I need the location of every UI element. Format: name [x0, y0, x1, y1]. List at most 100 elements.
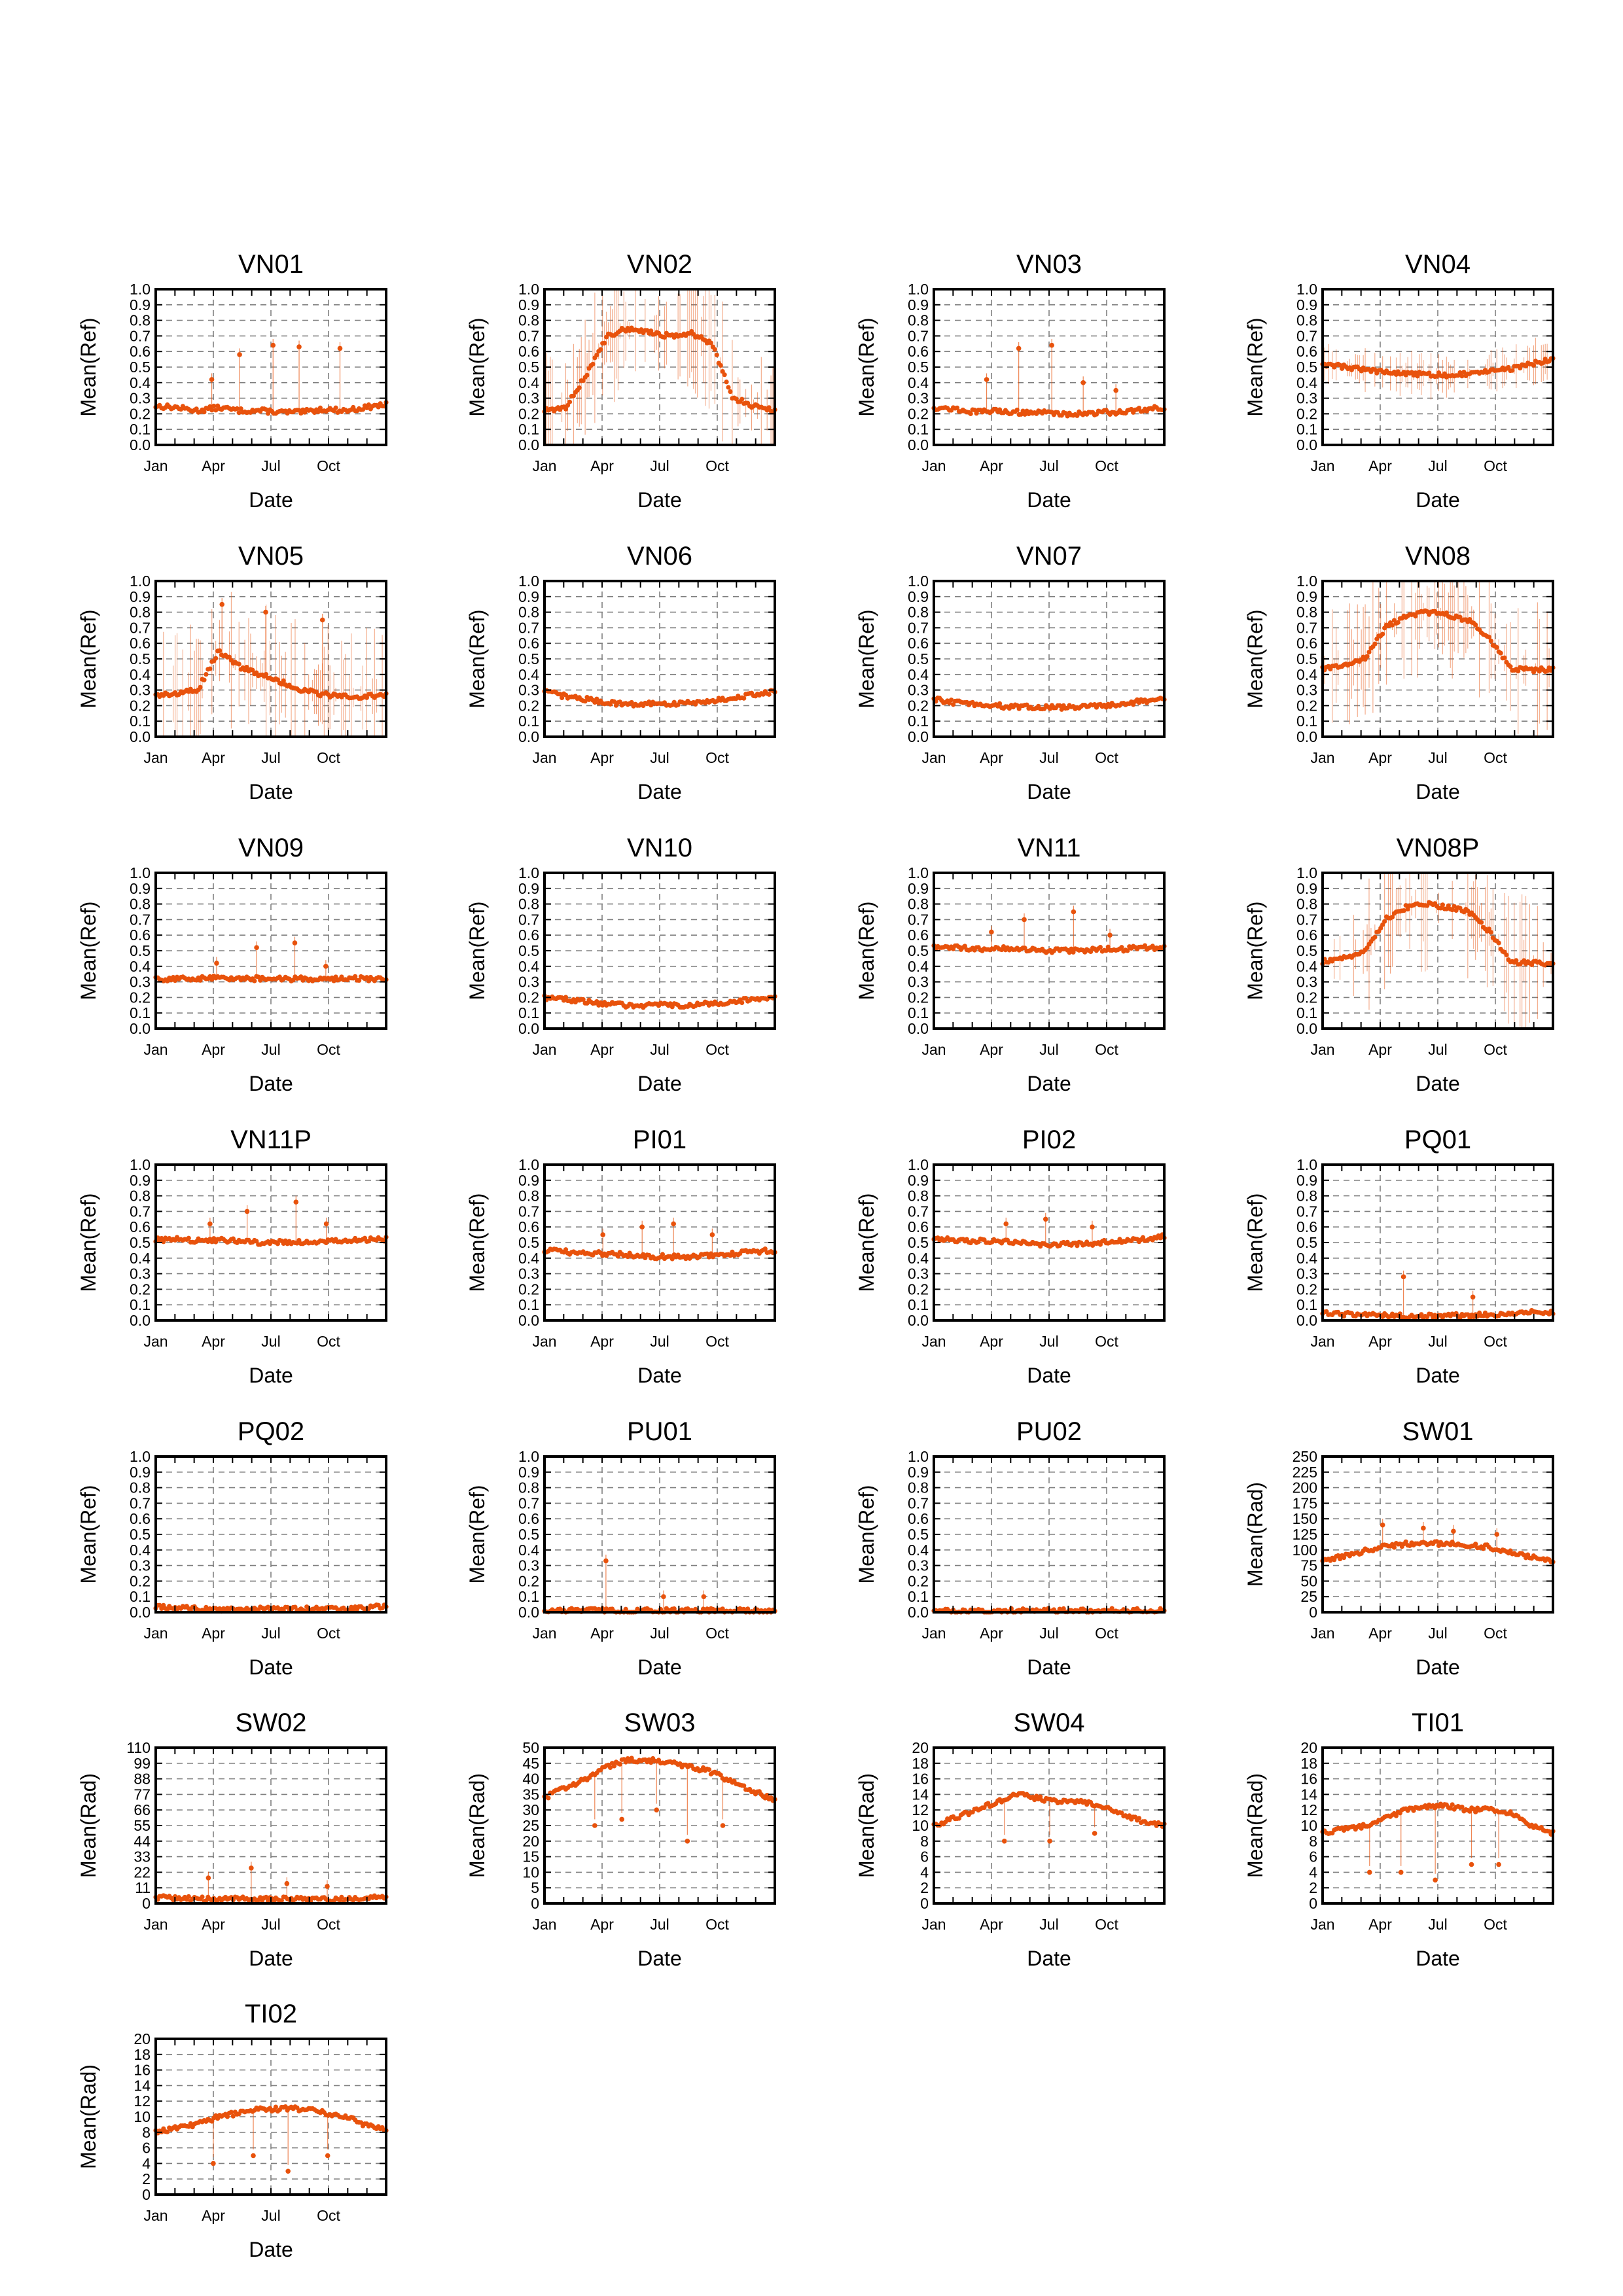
x-tick-label: Jul — [1428, 457, 1447, 474]
y-tick-label: 250 — [1293, 1448, 1317, 1465]
y-tick-label: 0.5 — [130, 650, 151, 667]
subplot-pu02: 0.00.10.20.30.40.50.60.70.80.91.0 Jan Apr J… — [855, 1417, 1167, 1679]
x-tick-label: Oct — [705, 1041, 729, 1058]
outlier-point — [323, 1221, 329, 1227]
subplot-title: VN09 — [238, 834, 304, 862]
data-point — [1382, 919, 1387, 924]
data-point — [1366, 649, 1372, 655]
data-point — [204, 1604, 209, 1610]
y-tick-label: 0.4 — [130, 374, 151, 391]
y-tick-label: 0.1 — [518, 1296, 539, 1313]
data-point — [1473, 622, 1478, 627]
data-point — [1088, 949, 1094, 955]
x-tick-label: Jan — [921, 1041, 946, 1058]
y-axis-label: Mean(Ref) — [77, 609, 100, 708]
data-point — [1504, 952, 1509, 958]
subplot-vn10: 0.00.10.20.30.40.50.60.70.80.91.0 Jan Apr J… — [465, 834, 777, 1095]
y-tick-label: 0.5 — [908, 942, 929, 959]
outlier-point — [984, 377, 990, 382]
outlier-point — [1003, 1221, 1009, 1227]
y-tick-label: 0.8 — [130, 312, 151, 329]
y-tick-label: 0.7 — [130, 1203, 151, 1220]
y-tick-label: 0.1 — [1296, 713, 1317, 730]
x-axis-label: Date — [1416, 1655, 1460, 1679]
series-vn07 — [931, 695, 1167, 712]
x-tick-label: Jan — [143, 457, 168, 474]
data-point — [1541, 360, 1546, 365]
outlier-point — [701, 1594, 707, 1599]
data-point — [1097, 944, 1103, 950]
y-tick-label: 0.5 — [908, 359, 929, 376]
series-vn11 — [931, 905, 1167, 955]
y-tick-label: 40 — [522, 1771, 539, 1788]
data-point — [1339, 366, 1345, 371]
y-tick-label: 0.5 — [518, 1526, 539, 1543]
data-point — [949, 698, 954, 703]
outlier-point — [270, 342, 276, 348]
data-point — [1075, 413, 1080, 418]
y-tick-label: 0.2 — [1296, 989, 1317, 1006]
y-tick-label: 0.9 — [518, 1172, 539, 1189]
x-tick-label: Jul — [261, 1333, 280, 1350]
y-tick-label: 75 — [1300, 1557, 1317, 1574]
data-point — [954, 405, 960, 410]
y-tick-label: 0.0 — [908, 1604, 929, 1621]
data-point — [279, 682, 284, 687]
data-point — [1465, 908, 1471, 913]
outlier-point — [1043, 1216, 1048, 1222]
outlier-point — [296, 344, 302, 349]
outlier-point — [661, 1594, 666, 1599]
outlier-point — [639, 1224, 645, 1229]
x-tick-label: Jul — [261, 1625, 280, 1642]
y-tick-label: 88 — [134, 1771, 151, 1788]
y-tick-label: 0.8 — [908, 312, 929, 329]
y-tick-label: 1.0 — [130, 281, 151, 298]
data-point — [629, 699, 634, 705]
subplot-title: VN04 — [1405, 250, 1471, 279]
y-tick-label: 0.1 — [518, 1588, 539, 1605]
data-point — [1103, 948, 1109, 953]
x-axis-label: Date — [1027, 1072, 1071, 1095]
y-tick-label: 1.0 — [518, 864, 539, 881]
y-tick-label: 0.0 — [518, 1020, 539, 1037]
data-point — [356, 978, 362, 983]
y-tick-label: 0.3 — [518, 682, 539, 699]
outlier-point — [1016, 345, 1022, 351]
subplot-vn07: 0.00.10.20.30.40.50.60.70.80.91.0 Jan Apr J… — [855, 542, 1167, 804]
data-point — [252, 978, 257, 983]
y-tick-label: 0.6 — [130, 927, 151, 944]
y-tick-label: 0.6 — [908, 635, 929, 652]
data-point — [577, 385, 582, 391]
y-tick-label: 16 — [912, 1771, 929, 1788]
data-point — [584, 372, 590, 378]
outlier-point — [1380, 1522, 1385, 1528]
data-point — [970, 699, 975, 705]
data-point — [1127, 1813, 1132, 1818]
y-tick-label: 0.2 — [130, 989, 151, 1006]
data-point — [590, 361, 596, 367]
y-tick-label: 0.5 — [1296, 359, 1317, 376]
outlier-point — [1071, 909, 1077, 915]
y-tick-label: 0.0 — [1296, 728, 1317, 745]
x-tick-label: Jul — [1428, 1333, 1447, 1350]
subplot-vn11p: 0.00.10.20.30.40.50.60.70.80.91.0 Jan Apr J… — [77, 1125, 389, 1387]
outlier-point — [1090, 1224, 1095, 1229]
x-tick-label: Jan — [143, 749, 168, 766]
outlier-point — [1080, 380, 1086, 385]
data-point — [198, 978, 203, 983]
data-point — [1032, 1797, 1037, 1803]
y-tick-label: 0.1 — [518, 421, 539, 438]
y-tick-label: 10 — [522, 1863, 539, 1881]
data-point — [298, 974, 304, 980]
y-tick-label: 0.7 — [908, 327, 929, 344]
outlier-point — [603, 1558, 609, 1564]
subplot-title: SW03 — [624, 1708, 696, 1737]
data-point — [580, 997, 586, 1002]
data-point — [563, 1247, 569, 1252]
y-tick-label: 0.2 — [908, 405, 929, 422]
outlier-point — [1421, 1525, 1426, 1531]
subplot-title: SW04 — [1014, 1708, 1085, 1737]
y-tick-label: 0.3 — [518, 974, 539, 991]
subplot-title: SW01 — [1402, 1417, 1474, 1446]
x-tick-label: Oct — [705, 749, 729, 766]
